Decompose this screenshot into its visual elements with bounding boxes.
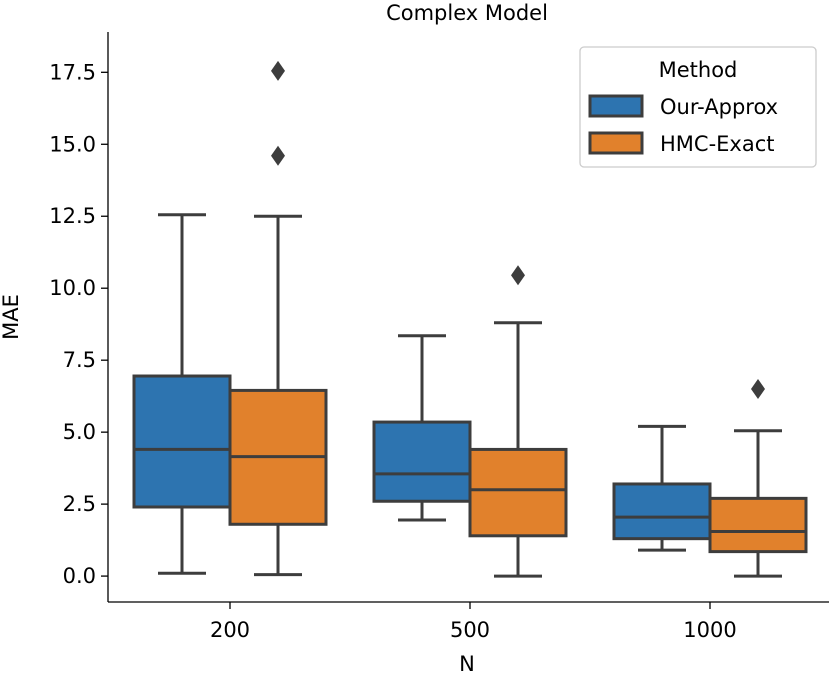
x-tick-label: 500 bbox=[450, 618, 490, 642]
legend-label-our-approx: Our-Approx bbox=[660, 95, 778, 119]
y-axis-ticks: 0.0 2.5 5.0 7.5 10.0 12.5 15.0 17.5 bbox=[49, 60, 108, 588]
y-tick-label: 10.0 bbox=[49, 276, 96, 300]
legend-swatch-our-approx bbox=[588, 94, 644, 118]
box-group-our-approx-500 bbox=[372, 334, 472, 522]
box-iqr bbox=[468, 447, 568, 538]
box-group-hmc-exact-500 bbox=[468, 265, 568, 578]
box-group-our-approx-200 bbox=[132, 213, 232, 575]
plot-area bbox=[132, 60, 808, 578]
legend-swatch-hmc-exact bbox=[588, 131, 644, 155]
legend: Method Our-Approx HMC-Exact bbox=[579, 46, 817, 168]
x-axis-ticks: 200 500 1000 bbox=[210, 602, 737, 642]
x-tick-label: 200 bbox=[210, 618, 250, 642]
y-tick-label: 17.5 bbox=[49, 60, 96, 84]
y-tick-label: 15.0 bbox=[49, 132, 96, 156]
box-iqr bbox=[612, 482, 712, 541]
box-iqr bbox=[708, 496, 808, 554]
chart-title: Complex Model bbox=[386, 1, 548, 25]
box-group-hmc-exact-1000 bbox=[708, 378, 808, 578]
box-group-our-approx-1000 bbox=[612, 424, 712, 552]
y-tick-label: 0.0 bbox=[63, 564, 96, 588]
outlier-point bbox=[511, 265, 525, 286]
y-axis-label: MAE bbox=[0, 294, 23, 340]
outlier-point bbox=[271, 60, 285, 81]
x-tick-label: 1000 bbox=[683, 618, 736, 642]
legend-label-hmc-exact: HMC-Exact bbox=[660, 132, 775, 156]
legend-title: Method bbox=[659, 58, 738, 82]
y-tick-label: 5.0 bbox=[63, 420, 96, 444]
y-tick-label: 12.5 bbox=[49, 204, 96, 228]
box-group-hmc-exact-200 bbox=[228, 60, 328, 577]
box-iqr bbox=[372, 420, 472, 503]
outlier-point bbox=[271, 145, 285, 166]
y-tick-label: 2.5 bbox=[63, 492, 96, 516]
box-iqr bbox=[132, 374, 232, 509]
x-axis-label: N bbox=[459, 652, 475, 676]
y-tick-label: 7.5 bbox=[63, 348, 96, 372]
outlier-point bbox=[751, 378, 765, 399]
